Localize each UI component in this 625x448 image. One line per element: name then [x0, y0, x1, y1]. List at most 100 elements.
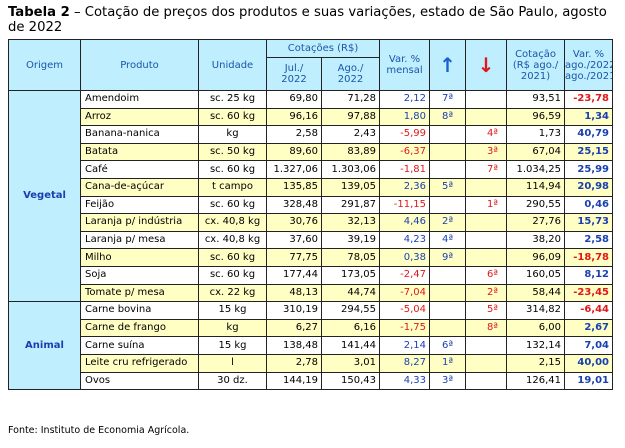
unit-cell: t campo: [198, 177, 267, 197]
price-2021: 27,76: [506, 213, 566, 232]
var-anual: 40,79: [564, 125, 614, 144]
table-row: Arroz sc. 60 kg 96,16 97,88 1,80 8ª 96,59 1,34: [9, 107, 614, 127]
var-anual: 2,67: [564, 318, 614, 338]
group-vegetal: Vegetal: [8, 89, 81, 303]
product-name: Banana-nanica: [80, 125, 199, 144]
price-2021: 290,55: [506, 195, 566, 215]
var-mensal: 0,38: [379, 248, 431, 267]
product-name: Carne suína: [80, 336, 199, 355]
unit-cell: sc. 60 kg: [198, 265, 267, 285]
rank-down: [465, 371, 508, 391]
price-ago: 141,44: [320, 336, 381, 355]
var-anual: 8,12: [564, 265, 614, 285]
table-row: Milho sc. 60 kg 77,75 78,05 0,38 9ª 96,09 -18,7…: [9, 248, 614, 267]
rank-down: [465, 107, 508, 127]
table-row: Batata sc. 50 kg 89,60 83,89 -6,37 3ª 67,04 25,…: [9, 142, 614, 162]
unit-cell: 30 dz.: [198, 371, 267, 391]
var-mensal: 2,14: [379, 336, 431, 355]
price-jul: 69,80: [266, 90, 322, 109]
price-jul: 1.327,06: [266, 160, 322, 179]
price-jul: 77,75: [266, 248, 322, 267]
price-2021: 1.034,25: [506, 160, 566, 179]
table-row: Carne suína 15 kg 138,48 141,44 2,14 6ª 132,14…: [9, 336, 614, 355]
table-title-text: – Cotação de preços dos produtos e suas …: [8, 5, 607, 35]
rank-down: 8ª: [465, 318, 508, 338]
table-row: Leite cru refrigerado l 2,78 3,01 8,27 1ª 2,15…: [9, 353, 614, 373]
var-mensal: 2,36: [379, 177, 431, 197]
rank-down: [465, 248, 508, 267]
price-ago: 173,05: [320, 265, 381, 285]
product-name: Soja: [80, 265, 199, 285]
table-row: Ovos 30 dz. 144,19 150,43 4,33 3ª 126,41 19,01: [9, 371, 614, 391]
product-name: Carne de frango: [80, 318, 199, 338]
unit-cell: sc. 60 kg: [198, 107, 267, 127]
price-jul: 6,27: [266, 318, 322, 338]
var-anual: -23,45: [564, 283, 614, 303]
header-cot-line2: (R$ ago./: [512, 59, 559, 71]
table-row: Laranja p/ indústria cx. 40,8 kg 30,76 32,1…: [9, 213, 614, 232]
var-anual: -23,78: [564, 90, 614, 109]
price-ago: 6,16: [320, 318, 381, 338]
unit-cell: sc. 50 kg: [198, 142, 267, 162]
price-2021: 38,20: [506, 230, 566, 250]
unit-cell: cx. 40,8 kg: [198, 213, 267, 232]
unit-cell: sc. 60 kg: [198, 195, 267, 215]
group-animal: Animal: [8, 301, 81, 391]
price-ago: 1.303,06: [320, 160, 381, 179]
rank-down: [465, 213, 508, 232]
rank-down: 3ª: [465, 142, 508, 162]
price-jul: 310,19: [266, 301, 322, 320]
rank-up: [429, 142, 467, 162]
price-ago: 150,43: [320, 371, 381, 391]
price-ago: 294,55: [320, 301, 381, 320]
rank-down: [465, 353, 508, 373]
unit-cell: sc. 25 kg: [198, 90, 267, 109]
var-mensal: -1,81: [379, 160, 431, 179]
price-jul: 2,78: [266, 353, 322, 373]
header-var2-line3: ago./2021: [565, 70, 613, 82]
price-ago: 39,19: [320, 230, 381, 250]
header-var2-line2: ago./2022-: [565, 59, 612, 71]
price-ago: 44,74: [320, 283, 381, 303]
product-name: Amendoim: [80, 90, 199, 109]
var-mensal: 4,46: [379, 213, 431, 232]
unit-cell: cx. 22 kg: [198, 283, 267, 303]
price-jul: 135,85: [266, 177, 322, 197]
rank-down: 6ª: [465, 265, 508, 285]
var-anual: 19,01: [564, 371, 614, 391]
table-row: Cana-de-açúcar t campo 135,85 139,05 2,36 5ª 1…: [9, 177, 614, 197]
var-mensal: -5,04: [379, 301, 431, 320]
price-2021: 96,09: [506, 248, 566, 267]
header-cotacoes: Cotações (R$): [265, 39, 381, 58]
header-origem: Origem: [8, 39, 81, 91]
var-mensal: 2,12: [379, 90, 431, 109]
rank-up: 7ª: [429, 90, 467, 109]
var-mensal: -6,37: [379, 142, 431, 162]
arrow-down-icon: ↓: [465, 39, 508, 91]
rank-down: 2ª: [465, 283, 508, 303]
product-name: Feijão: [80, 195, 199, 215]
var-anual: 40,00: [564, 353, 614, 373]
rank-up: 6ª: [429, 336, 467, 355]
price-2021: 93,51: [506, 90, 566, 109]
var-mensal: 1,80: [379, 107, 431, 127]
price-jul: 96,16: [266, 107, 322, 127]
price-2021: 6,00: [506, 318, 566, 338]
header-unidade: Unidade: [198, 39, 267, 91]
table-row: Animal Carne bovina 15 kg 310,19 294,55 -5,04…: [8, 301, 614, 391]
price-2021: 1,73: [506, 125, 566, 144]
header-cotacao-2021: Cotação (R$ ago./2021): [506, 39, 566, 91]
rank-up: 5ª: [429, 177, 467, 197]
price-2021: 114,94: [506, 177, 566, 197]
price-2021: 314,82: [506, 301, 566, 320]
var-mensal: 8,27: [379, 353, 431, 373]
product-name: Laranja p/ indústria: [80, 213, 199, 232]
header-jul: Jul./2022: [266, 57, 322, 91]
source-note: Fonte: Instituto de Economia Agrícola.: [8, 425, 190, 436]
var-anual: 25,15: [564, 142, 614, 162]
unit-cell: kg: [198, 318, 267, 338]
price-ago: 3,01: [320, 353, 381, 373]
rank-down: 7ª: [465, 160, 508, 179]
var-mensal: -1,75: [379, 318, 431, 338]
var-anual: 0,46: [564, 195, 614, 215]
